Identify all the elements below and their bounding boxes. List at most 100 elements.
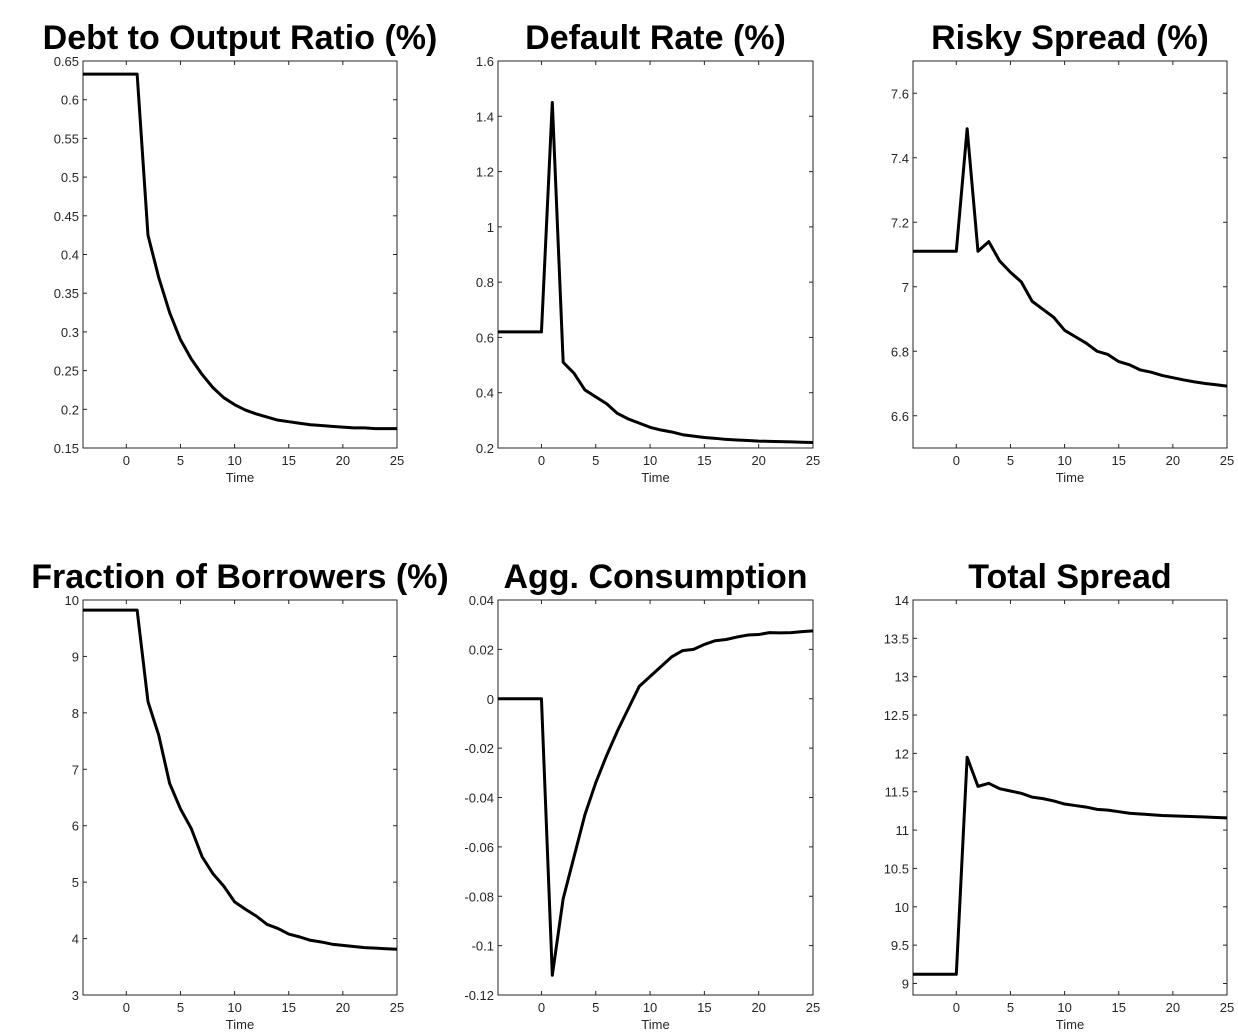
axes-box [82,60,398,449]
x-tick-label: 20 [1166,1000,1180,1015]
y-tick-label: 7 [902,280,909,295]
x-axis-label: Time [226,1017,254,1032]
x-tick-label: 10 [643,1000,657,1015]
y-tick-label: 1 [487,220,494,235]
x-tick-label: 15 [697,453,711,468]
y-tick-label: 0.02 [469,642,494,657]
x-tick-label: 5 [1007,453,1014,468]
line [498,100,814,444]
y-tick-label: 0.4 [61,248,79,263]
line [913,127,1228,388]
y-tick-label: 6.8 [891,344,909,359]
y-tick-label: 9 [72,649,79,664]
y-tick-label: 0.2 [476,441,494,456]
y-tick-label: -0.08 [464,889,494,904]
y-tick-label: -0.12 [464,988,494,1003]
x-axis-label: Time [1056,470,1084,485]
y-tick-label: 0.45 [54,209,79,224]
x-tick-label: 0 [123,453,130,468]
y-tick-label: 13 [895,670,909,685]
x-tick-label: 0 [953,1000,960,1015]
x-tick-label: 15 [281,453,295,468]
y-tick-label: 0.65 [54,54,79,69]
y-tick-label: 0.04 [469,593,494,608]
x-axis-label: Time [1056,1017,1084,1032]
axes-box [497,60,814,449]
y-tick-label: 7.2 [891,215,909,230]
x-tick-label: 10 [643,453,657,468]
y-tick-label: 9 [902,976,909,991]
x-tick-label: 25 [1220,1000,1234,1015]
x-tick-label: 25 [806,1000,820,1015]
x-tick-label: 15 [1111,453,1125,468]
y-tick-label: 4 [72,932,79,947]
y-tick-label: -0.02 [464,741,494,756]
y-tick-label: 0.35 [54,286,79,301]
x-tick-label: 20 [336,453,350,468]
x-tick-label: 0 [538,453,545,468]
x-tick-label: 15 [1111,1000,1125,1015]
x-tick-label: 5 [1007,1000,1014,1015]
x-tick-label: 0 [123,1000,130,1015]
y-tick-label: 13.5 [884,631,909,646]
chart-title: Total Spread [968,558,1171,596]
y-tick-label: 11 [896,823,910,838]
y-tick-label: 10.5 [884,861,909,876]
axes-box [912,599,1228,996]
y-tick-label: 6 [72,819,79,834]
x-tick-label: 25 [806,453,820,468]
y-tick-label: 0.2 [61,402,79,417]
y-tick-label: -0.06 [464,840,494,855]
y-tick-label: -0.04 [464,791,494,806]
x-tick-label: 5 [592,453,599,468]
x-tick-label: 5 [177,1000,184,1015]
y-tick-label: 12.5 [884,708,909,723]
y-tick-label: 0.6 [61,93,79,108]
axes-box [912,60,1228,449]
x-tick-label: 5 [592,1000,599,1015]
y-tick-label: 1.6 [476,54,494,69]
x-tick-label: 20 [336,1000,350,1015]
x-tick-label: 10 [227,453,241,468]
y-tick-label: 0.8 [476,275,494,290]
line [83,608,398,951]
x-axis-label: Time [226,470,254,485]
x-tick-label: 25 [390,1000,404,1015]
chart-title: Fraction of Borrowers (%) [31,558,448,596]
y-tick-label: 7.4 [891,151,909,166]
y-tick-label: 6.6 [891,409,909,424]
x-tick-label: 15 [697,1000,711,1015]
line [83,72,397,431]
y-tick-label: 7 [72,762,79,777]
x-axis-label: Time [641,470,669,485]
x-tick-label: 20 [1166,453,1180,468]
chart-title: Risky Spread (%) [931,19,1209,57]
y-tick-label: 0.25 [54,364,79,379]
y-tick-label: 0.15 [54,441,79,456]
x-tick-label: 25 [390,453,404,468]
y-tick-label: 8 [72,706,79,721]
chart-title: Agg. Consumption [503,558,807,596]
x-tick-label: 10 [1057,453,1071,468]
axes-box [82,599,398,996]
x-tick-label: 20 [751,453,765,468]
line [913,755,1228,976]
y-tick-label: 11.5 [885,785,909,800]
x-tick-label: 10 [1057,1000,1071,1015]
y-tick-label: 9.5 [891,938,909,953]
x-tick-label: 0 [953,453,960,468]
x-tick-label: 5 [177,453,184,468]
y-tick-label: 10 [895,900,909,915]
y-tick-label: -0.1 [472,939,494,954]
chart-title: Default Rate (%) [525,19,786,57]
y-tick-label: 5 [72,875,79,890]
y-tick-label: 14 [895,593,909,608]
x-tick-label: 15 [281,1000,295,1015]
y-tick-label: 0.3 [61,325,79,340]
x-axis-label: Time [641,1017,669,1032]
chart-title: Debt to Output Ratio (%) [43,19,438,57]
y-tick-label: 0.4 [476,386,494,401]
x-tick-label: 20 [751,1000,765,1015]
y-tick-label: 0.55 [54,131,79,146]
